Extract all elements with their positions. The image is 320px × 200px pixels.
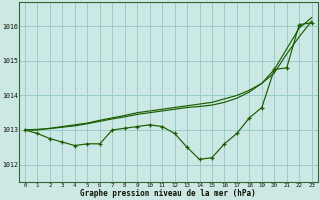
X-axis label: Graphe pression niveau de la mer (hPa): Graphe pression niveau de la mer (hPa) [80, 189, 256, 198]
